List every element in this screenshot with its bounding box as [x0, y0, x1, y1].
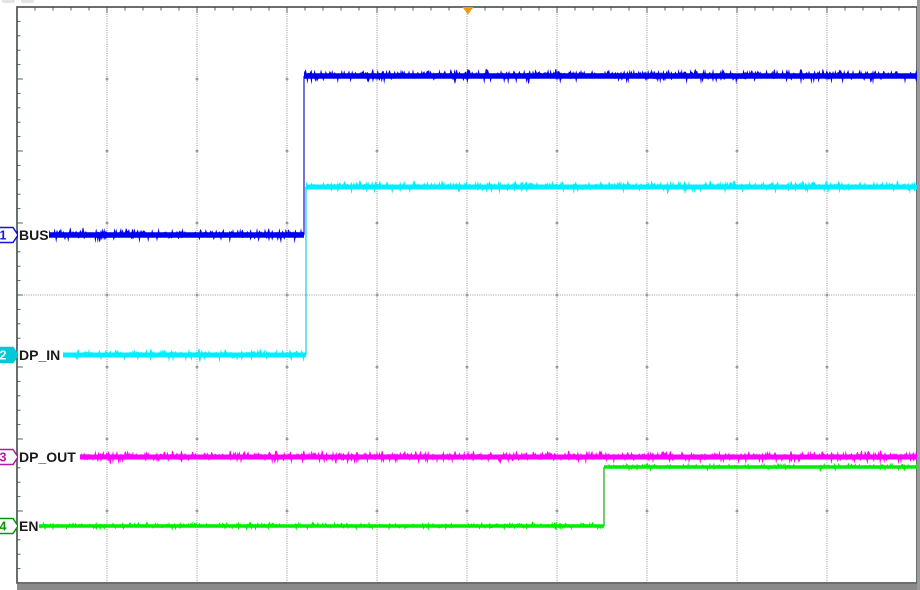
- svg-text:BUS: BUS: [19, 227, 49, 243]
- svg-text:4: 4: [0, 520, 7, 534]
- svg-text:2: 2: [0, 349, 7, 363]
- svg-text:EN: EN: [19, 518, 38, 534]
- svg-text:DP_IN: DP_IN: [19, 347, 60, 363]
- svg-text:DP_OUT: DP_OUT: [19, 449, 76, 465]
- svg-text:1: 1: [0, 229, 7, 243]
- svg-text:3: 3: [0, 451, 7, 465]
